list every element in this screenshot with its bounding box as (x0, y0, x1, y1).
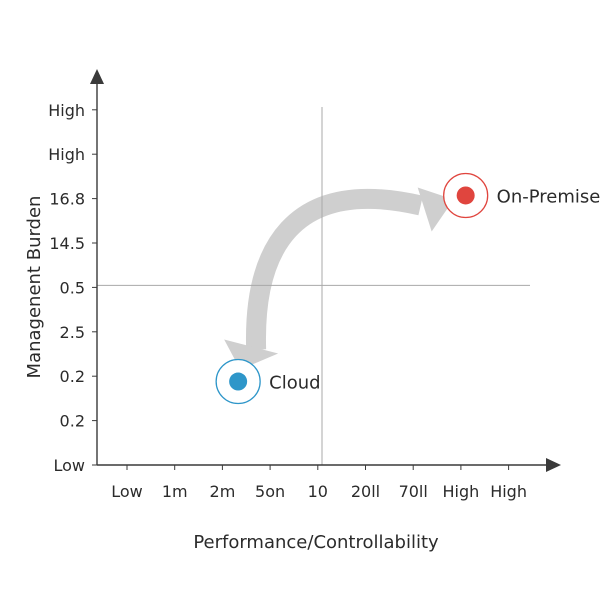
x-tick-label: High (490, 482, 527, 501)
y-tick-label: 0.2 (60, 412, 85, 431)
x-tick-label: 1m (162, 482, 188, 501)
y-tick-label: 0.2 (60, 367, 85, 386)
x-tick-label: 5on (255, 482, 285, 501)
x-tick-label: 2m (210, 482, 236, 501)
y-tick-label: High (48, 101, 85, 120)
y-tick-label: 14.5 (49, 234, 85, 253)
y-tick-labels: Low 0.2 0.2 2.5 0.5 14.5 16.8 High High (48, 101, 85, 475)
x-tick-label: High (443, 482, 480, 501)
data-points: Cloud On-Premise (215, 172, 600, 405)
y-tick-label: High (48, 145, 85, 164)
y-tick-label: 0.5 (60, 278, 85, 297)
x-tick-label: 10 (308, 482, 328, 501)
y-tick-label: Low (53, 456, 85, 475)
x-tick-label: 20ll (351, 482, 380, 501)
y-tick-label: 2.5 (60, 323, 85, 342)
connector-layer (224, 187, 454, 370)
x-tick-labels: Low 1m 2m 5on 10 20ll 70ll High High (111, 482, 527, 501)
point-cloud (229, 372, 248, 391)
connector-arrow-body (246, 188, 423, 350)
y-axis-title: Managenent Burden (24, 196, 45, 379)
x-axis-arrowhead (546, 458, 561, 472)
x-axis-title: Performance/Controllability (193, 532, 439, 553)
y-tick-label: 16.8 (49, 190, 85, 209)
x-tick-label: 70ll (399, 482, 428, 501)
axes (90, 69, 561, 472)
y-axis-arrowhead (90, 69, 104, 84)
point-label-cloud: Cloud (269, 373, 320, 394)
x-tick-label: Low (111, 482, 143, 501)
point-label-on-premise: On-Premise (497, 186, 600, 207)
quadrant-dividers (97, 107, 530, 465)
point-on-premise (456, 186, 475, 205)
